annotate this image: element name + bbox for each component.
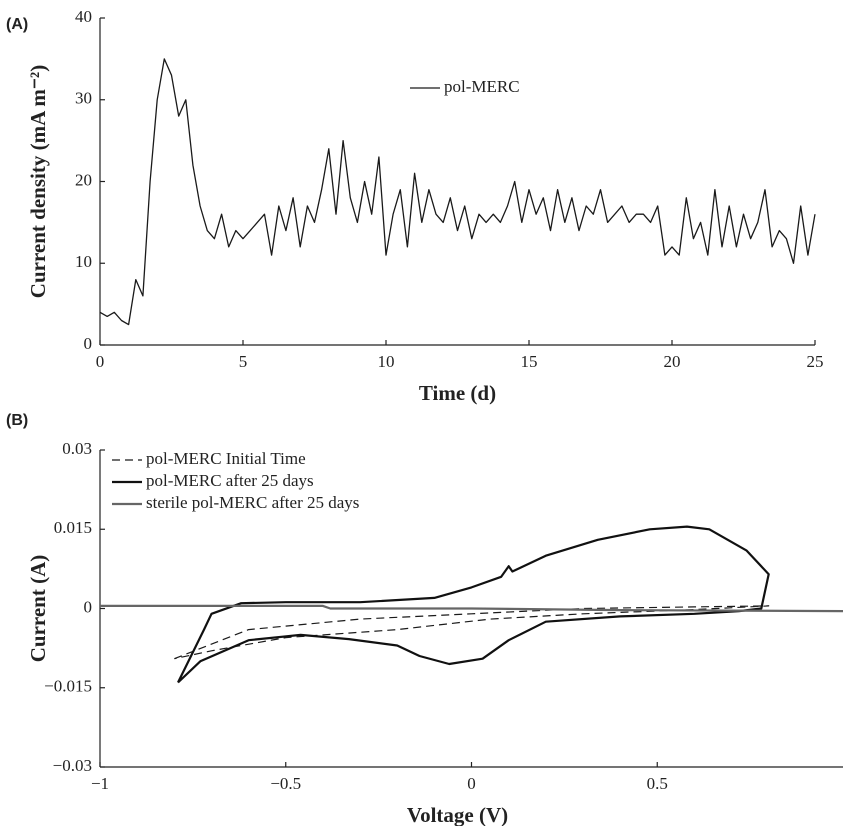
x-axis-title: Time (d) [419, 381, 496, 405]
x-tick-label: 0.5 [647, 774, 668, 793]
x-tick-label: −0.5 [270, 774, 301, 793]
panel-label: (A) [6, 16, 28, 33]
y-tick-label: 40 [75, 7, 92, 26]
legend-label: sterile pol-MERC after 25 days [146, 493, 359, 512]
y-tick-label: 20 [75, 170, 92, 189]
data-line [177, 525, 770, 684]
y-tick-label: 0.03 [62, 439, 92, 458]
y-tick-label: 0 [84, 597, 93, 616]
x-tick-label: 0 [467, 774, 476, 793]
y-tick-label: 0.015 [54, 518, 92, 537]
data-line [100, 604, 844, 613]
y-tick-label: −0.03 [53, 756, 92, 775]
y-tick-label: 10 [75, 252, 92, 271]
y-tick-label: 0 [84, 334, 93, 353]
x-tick-label: −1 [91, 774, 109, 793]
y-tick-label: −0.015 [44, 677, 92, 696]
x-axis-title: Voltage (V) [407, 803, 508, 826]
legend-label: pol-MERC after 25 days [146, 471, 314, 490]
y-axis-title: Current density (mA m⁻²) [26, 65, 50, 298]
x-tick-label: 20 [664, 352, 681, 371]
data-line [99, 58, 816, 326]
x-tick-label: 15 [521, 352, 538, 371]
y-axis-title: Current (A) [26, 555, 50, 663]
legend-label: pol-MERC Initial Time [146, 449, 306, 468]
x-tick-label: 10 [378, 352, 395, 371]
x-tick-label: 25 [807, 352, 824, 371]
y-tick-label: 30 [75, 89, 92, 108]
legend-label: pol-MERC [444, 77, 520, 96]
x-tick-label: 0 [96, 352, 105, 371]
panel-label: (B) [6, 412, 28, 429]
x-tick-label: 5 [239, 352, 248, 371]
